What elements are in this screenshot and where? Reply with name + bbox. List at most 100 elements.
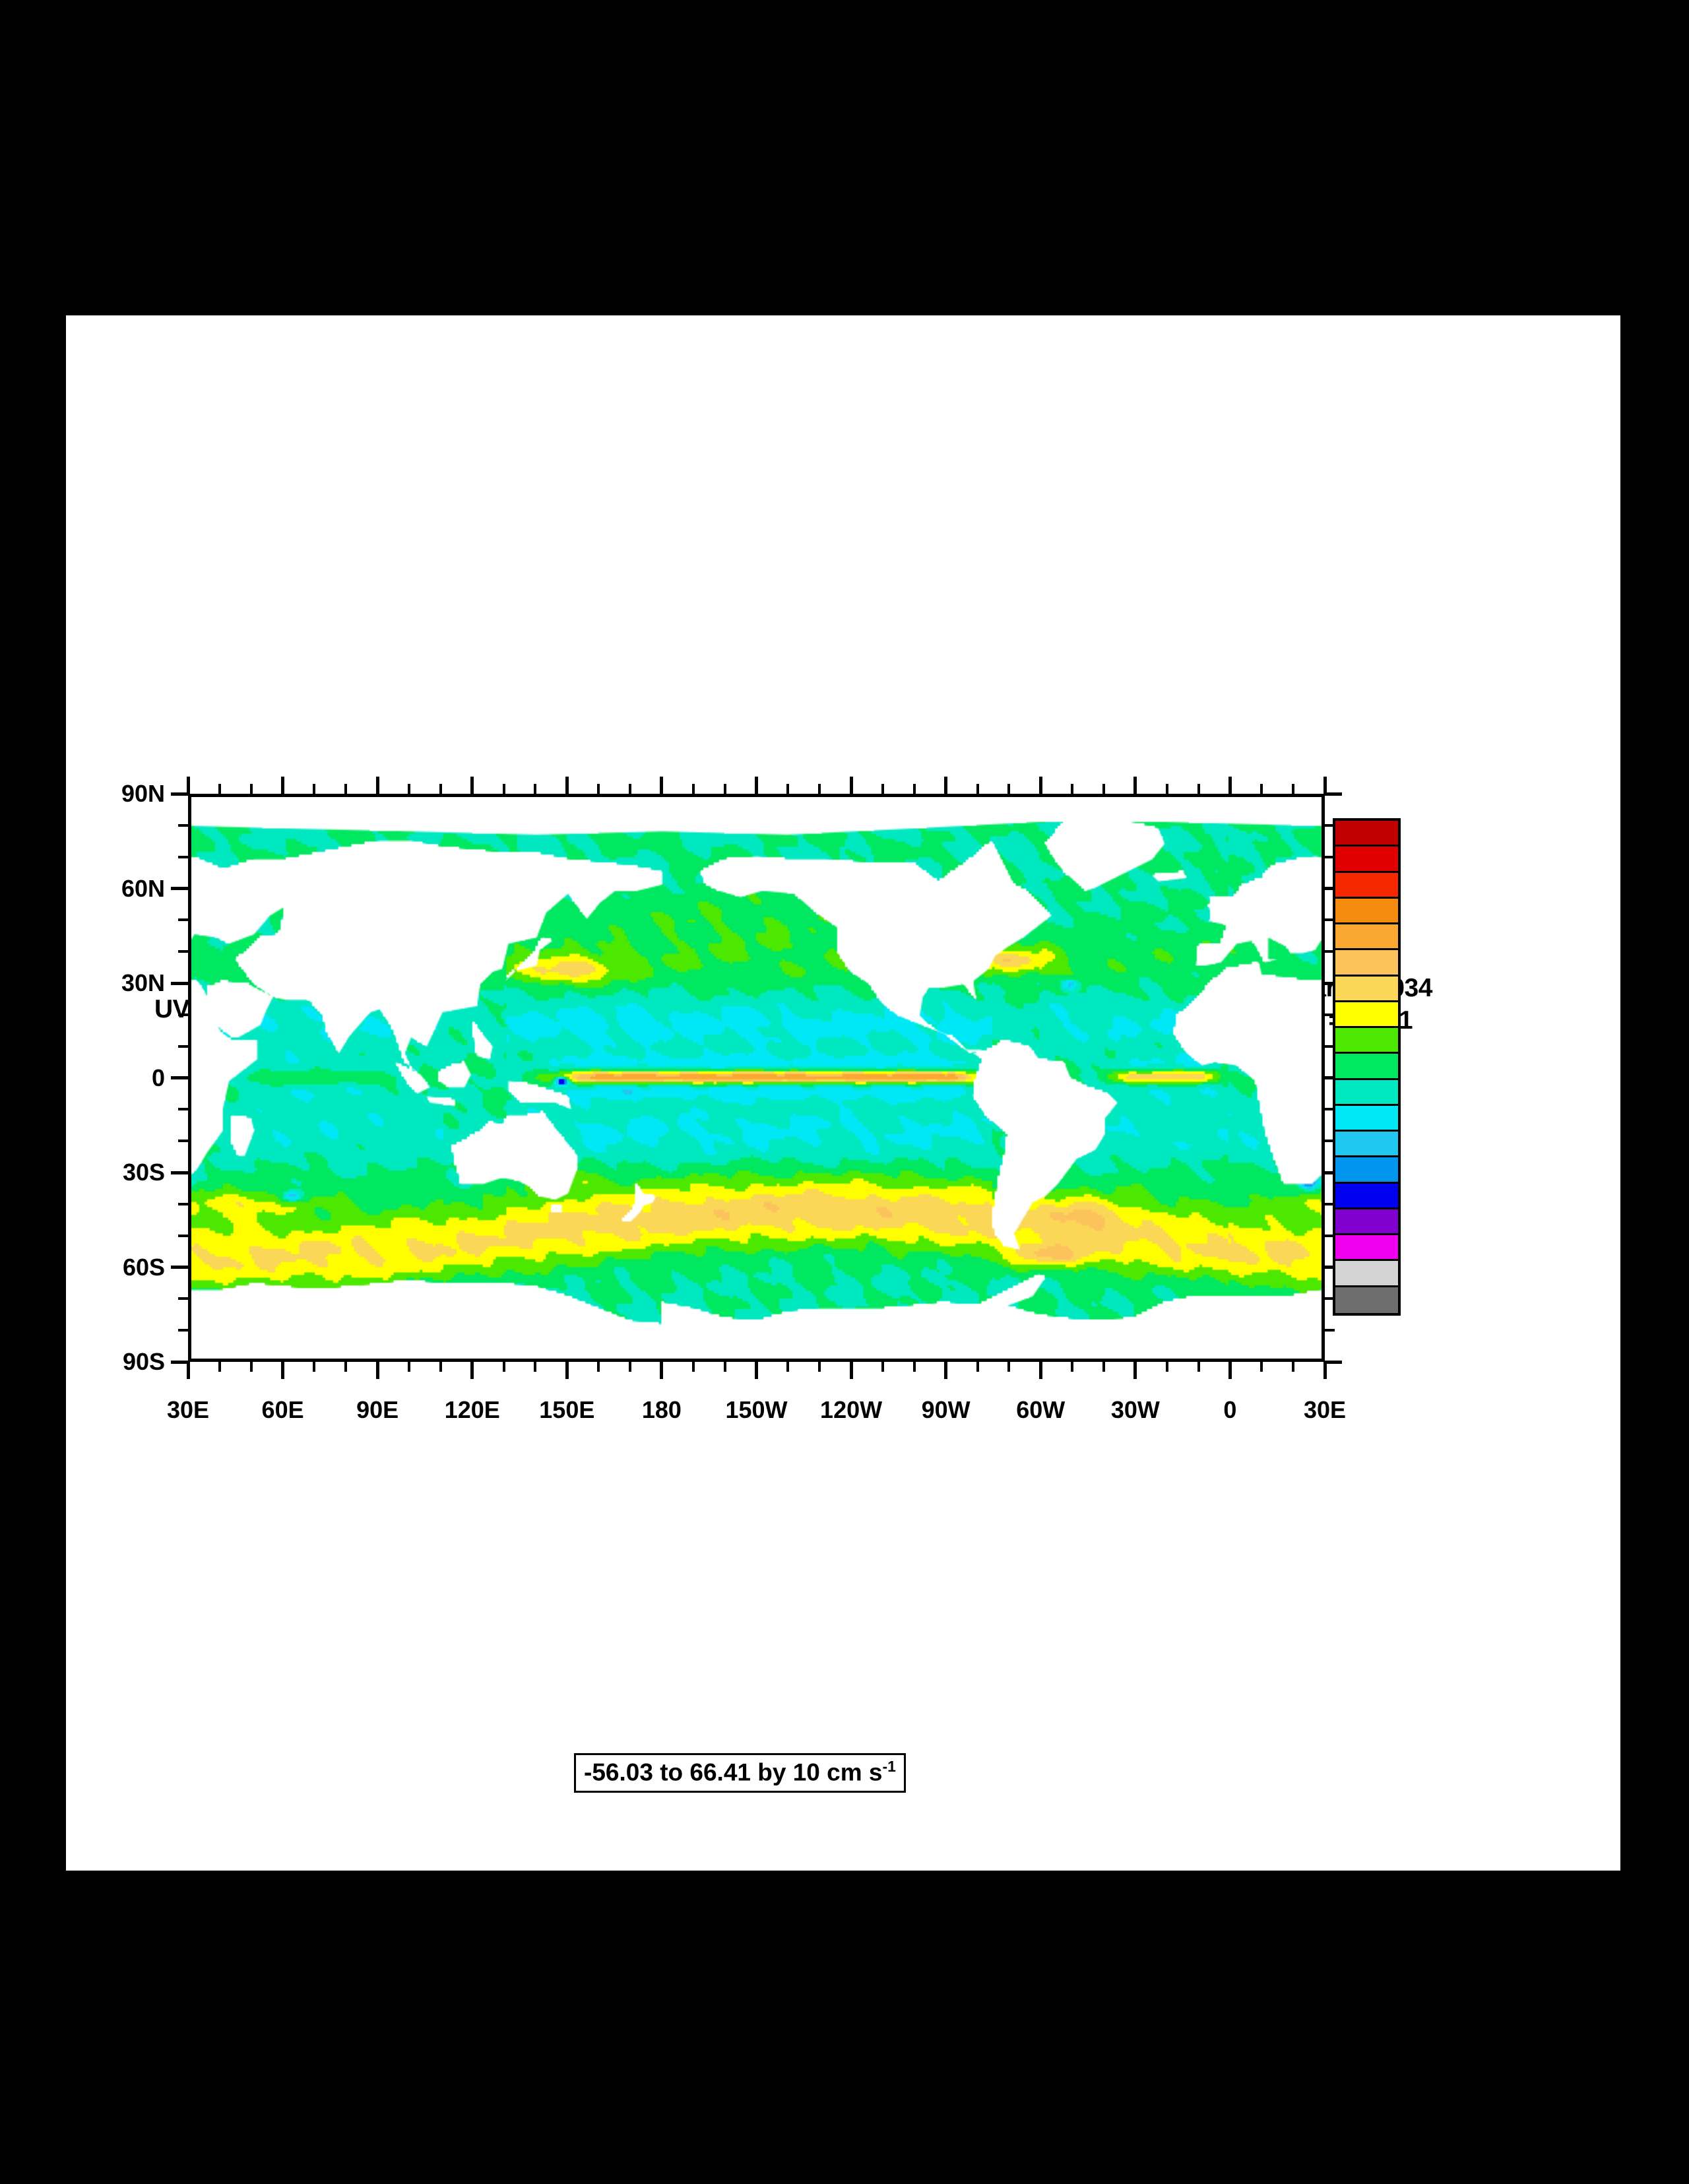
- xtick-top-80: [344, 784, 348, 794]
- xtick-top-360: [1228, 777, 1232, 794]
- xlabel-150W: 150W: [725, 1396, 788, 1423]
- ytick-right-40: [1325, 950, 1335, 953]
- xtick-290: [1007, 1362, 1011, 1372]
- ytick-right--20: [1325, 1140, 1335, 1143]
- ytick-right-50: [1325, 918, 1335, 922]
- xtick-220: [786, 1362, 790, 1372]
- xtick-top-190: [691, 784, 695, 794]
- xlabel-30W: 30W: [1110, 1396, 1160, 1423]
- xtick-230: [818, 1362, 821, 1372]
- caption-range-box: -56.03 to 66.41 by 10 cm s-1: [574, 1753, 906, 1793]
- ytick-60: [171, 887, 188, 890]
- xtick-top-30: [186, 777, 190, 794]
- colorbar-band-3: [1335, 898, 1398, 924]
- figure-page: UVEL at z= 197.7m, f09.B-hist.tn15.cmip6…: [66, 315, 1620, 1871]
- xtick-top-380: [1292, 784, 1295, 794]
- xtick-top-150: [565, 777, 569, 794]
- xtick-top-160: [597, 784, 600, 794]
- colorbar-band-2: [1335, 872, 1398, 899]
- ylabel-60S: 60S: [122, 1253, 165, 1281]
- ytick--40: [178, 1202, 188, 1205]
- ytick-right--10: [1325, 1108, 1335, 1111]
- xtick-top-170: [629, 784, 632, 794]
- xtick-top-300: [1038, 777, 1042, 794]
- xtick-100: [408, 1362, 411, 1372]
- ylabel-90S: 90S: [122, 1348, 165, 1375]
- xtick-120: [470, 1362, 474, 1379]
- ytick-right-90: [1325, 792, 1342, 796]
- xtick-top-270: [944, 777, 948, 794]
- xtick-160: [597, 1362, 600, 1372]
- colorbar-band-5: [1335, 950, 1398, 977]
- colorbar-band-11: [1335, 1105, 1398, 1132]
- colorbar-band-7: [1335, 1002, 1398, 1028]
- xtick-top-200: [723, 784, 726, 794]
- xtick-270: [944, 1362, 948, 1379]
- xtick-300: [1038, 1362, 1042, 1379]
- xtick-260: [912, 1362, 916, 1372]
- xtick-top-240: [849, 777, 853, 794]
- ytick-90: [171, 792, 188, 796]
- xtick-170: [629, 1362, 632, 1372]
- xtick-top-110: [439, 784, 442, 794]
- xtick-140: [534, 1362, 537, 1372]
- xtick-320: [1102, 1362, 1105, 1372]
- xlabel-180: 180: [641, 1396, 682, 1423]
- xtick-90: [375, 1362, 379, 1379]
- ytick--90: [171, 1360, 188, 1364]
- colorbar-band-1: [1335, 847, 1398, 873]
- xlabel-150E: 150E: [539, 1396, 595, 1423]
- ytick-right-70: [1325, 855, 1335, 858]
- colorbar-band-10: [1335, 1079, 1398, 1106]
- xtick-top-390: [1323, 777, 1327, 794]
- map-plot-area[interactable]: [188, 794, 1325, 1362]
- colorbar-band-13: [1335, 1157, 1398, 1184]
- ytick-right-80: [1325, 823, 1335, 827]
- ytick-right--40: [1325, 1202, 1335, 1205]
- xlabel-30E: 30E: [1303, 1396, 1347, 1423]
- ytick-right--70: [1325, 1297, 1335, 1301]
- xtick-top-350: [1197, 784, 1200, 794]
- xlabel-120E: 120E: [444, 1396, 500, 1423]
- caption-exponent: -1: [882, 1758, 896, 1775]
- colorbar[interactable]: [1333, 818, 1401, 1316]
- xtick-top-120: [470, 777, 474, 794]
- xtick-top-60: [281, 777, 285, 794]
- ytick-right--50: [1325, 1234, 1335, 1237]
- xtick-240: [849, 1362, 853, 1379]
- colorbar-band-18: [1335, 1287, 1398, 1313]
- ytick-0: [171, 1076, 188, 1079]
- xlabel-90E: 90E: [356, 1396, 399, 1423]
- ytick-right--80: [1325, 1329, 1335, 1332]
- xtick-top-100: [408, 784, 411, 794]
- ytick--60: [171, 1266, 188, 1269]
- xtick-340: [1165, 1362, 1168, 1372]
- ytick-80: [178, 823, 188, 827]
- colorbar-band-9: [1335, 1054, 1398, 1080]
- xtick-250: [881, 1362, 884, 1372]
- xtick-top-310: [1071, 784, 1074, 794]
- ytick--30: [171, 1171, 188, 1174]
- xtick-280: [976, 1362, 979, 1372]
- xtick-top-280: [976, 784, 979, 794]
- colorbar-band-4: [1335, 924, 1398, 951]
- ytick-right-10: [1325, 1044, 1335, 1048]
- xtick-60: [281, 1362, 285, 1379]
- xtick-130: [502, 1362, 505, 1372]
- xtick-190: [691, 1362, 695, 1372]
- xtick-top-230: [818, 784, 821, 794]
- xtick-top-250: [881, 784, 884, 794]
- ytick-right--90: [1325, 1360, 1342, 1364]
- xtick-80: [344, 1362, 348, 1372]
- xlabel-60E: 60E: [261, 1396, 304, 1423]
- xlabel-0: 0: [1223, 1396, 1237, 1423]
- xtick-top-90: [375, 777, 379, 794]
- ytick--80: [178, 1329, 188, 1332]
- ylabel-0: 0: [151, 1064, 165, 1091]
- xtick-top-370: [1260, 784, 1263, 794]
- xlabel-30E: 30E: [166, 1396, 210, 1423]
- caption-text: -56.03 to 66.41 by 10 cm s: [584, 1758, 883, 1786]
- xtick-top-70: [313, 784, 316, 794]
- ytick--20: [178, 1140, 188, 1143]
- xtick-370: [1260, 1362, 1263, 1372]
